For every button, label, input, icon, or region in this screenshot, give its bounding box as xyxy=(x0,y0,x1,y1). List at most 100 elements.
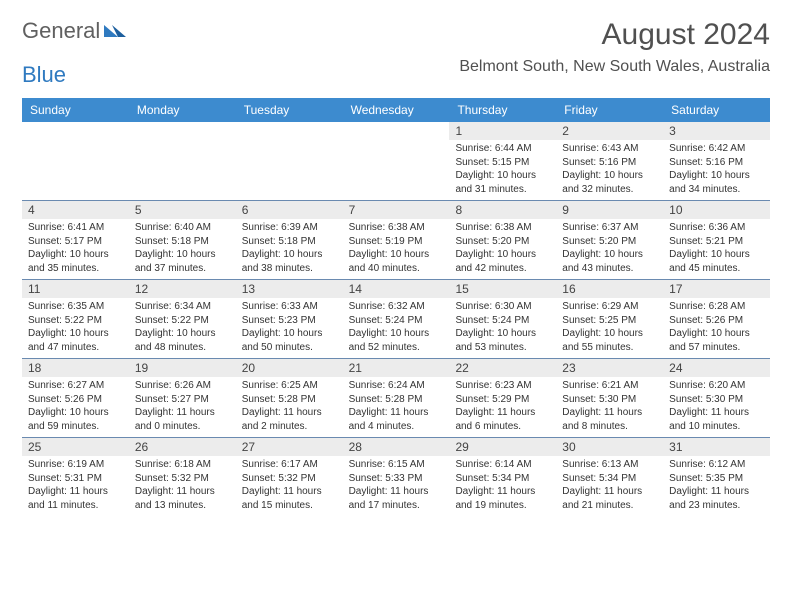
day-data: Sunrise: 6:32 AMSunset: 5:24 PMDaylight:… xyxy=(343,298,450,358)
day-number: 8 xyxy=(449,201,556,219)
day-number: 30 xyxy=(556,438,663,456)
day-cell xyxy=(236,122,343,200)
day-cell: 19Sunrise: 6:26 AMSunset: 5:27 PMDayligh… xyxy=(129,359,236,437)
day-number: 25 xyxy=(22,438,129,456)
day-data: Sunrise: 6:19 AMSunset: 5:31 PMDaylight:… xyxy=(22,456,129,516)
day-number xyxy=(343,122,450,140)
day-data: Sunrise: 6:36 AMSunset: 5:21 PMDaylight:… xyxy=(663,219,770,279)
calendar: SundayMondayTuesdayWednesdayThursdayFrid… xyxy=(22,98,770,516)
day-header: Tuesday xyxy=(236,98,343,122)
day-number: 7 xyxy=(343,201,450,219)
day-number: 22 xyxy=(449,359,556,377)
day-data: Sunrise: 6:21 AMSunset: 5:30 PMDaylight:… xyxy=(556,377,663,437)
day-number: 26 xyxy=(129,438,236,456)
day-data: Sunrise: 6:27 AMSunset: 5:26 PMDaylight:… xyxy=(22,377,129,437)
day-cell: 9Sunrise: 6:37 AMSunset: 5:20 PMDaylight… xyxy=(556,201,663,279)
day-cell: 13Sunrise: 6:33 AMSunset: 5:23 PMDayligh… xyxy=(236,280,343,358)
day-cell: 27Sunrise: 6:17 AMSunset: 5:32 PMDayligh… xyxy=(236,438,343,516)
day-cell: 25Sunrise: 6:19 AMSunset: 5:31 PMDayligh… xyxy=(22,438,129,516)
day-data: Sunrise: 6:25 AMSunset: 5:28 PMDaylight:… xyxy=(236,377,343,437)
day-number: 17 xyxy=(663,280,770,298)
day-cell: 14Sunrise: 6:32 AMSunset: 5:24 PMDayligh… xyxy=(343,280,450,358)
day-number: 10 xyxy=(663,201,770,219)
day-data: Sunrise: 6:41 AMSunset: 5:17 PMDaylight:… xyxy=(22,219,129,279)
day-number xyxy=(236,122,343,140)
day-cell: 24Sunrise: 6:20 AMSunset: 5:30 PMDayligh… xyxy=(663,359,770,437)
day-number: 31 xyxy=(663,438,770,456)
day-cell: 7Sunrise: 6:38 AMSunset: 5:19 PMDaylight… xyxy=(343,201,450,279)
day-data: Sunrise: 6:38 AMSunset: 5:20 PMDaylight:… xyxy=(449,219,556,279)
brand-logo: General xyxy=(22,18,128,44)
day-number xyxy=(129,122,236,140)
day-number: 28 xyxy=(343,438,450,456)
day-number: 15 xyxy=(449,280,556,298)
calendar-body: 1Sunrise: 6:44 AMSunset: 5:15 PMDaylight… xyxy=(22,122,770,516)
day-number: 21 xyxy=(343,359,450,377)
day-cell: 29Sunrise: 6:14 AMSunset: 5:34 PMDayligh… xyxy=(449,438,556,516)
day-header: Sunday xyxy=(22,98,129,122)
day-data: Sunrise: 6:14 AMSunset: 5:34 PMDaylight:… xyxy=(449,456,556,516)
day-data: Sunrise: 6:44 AMSunset: 5:15 PMDaylight:… xyxy=(449,140,556,200)
day-cell: 6Sunrise: 6:39 AMSunset: 5:18 PMDaylight… xyxy=(236,201,343,279)
day-data: Sunrise: 6:42 AMSunset: 5:16 PMDaylight:… xyxy=(663,140,770,200)
day-number: 14 xyxy=(343,280,450,298)
day-number: 5 xyxy=(129,201,236,219)
calendar-week: 11Sunrise: 6:35 AMSunset: 5:22 PMDayligh… xyxy=(22,280,770,359)
title-block: August 2024 Belmont South, New South Wal… xyxy=(459,18,770,76)
day-header: Saturday xyxy=(663,98,770,122)
day-header: Wednesday xyxy=(343,98,450,122)
day-data: Sunrise: 6:23 AMSunset: 5:29 PMDaylight:… xyxy=(449,377,556,437)
month-title: August 2024 xyxy=(459,18,770,52)
day-data: Sunrise: 6:34 AMSunset: 5:22 PMDaylight:… xyxy=(129,298,236,358)
day-number: 23 xyxy=(556,359,663,377)
day-number: 1 xyxy=(449,122,556,140)
day-header: Monday xyxy=(129,98,236,122)
day-header: Thursday xyxy=(449,98,556,122)
day-data: Sunrise: 6:29 AMSunset: 5:25 PMDaylight:… xyxy=(556,298,663,358)
day-data: Sunrise: 6:18 AMSunset: 5:32 PMDaylight:… xyxy=(129,456,236,516)
day-data: Sunrise: 6:30 AMSunset: 5:24 PMDaylight:… xyxy=(449,298,556,358)
day-cell: 30Sunrise: 6:13 AMSunset: 5:34 PMDayligh… xyxy=(556,438,663,516)
day-data: Sunrise: 6:40 AMSunset: 5:18 PMDaylight:… xyxy=(129,219,236,279)
day-cell: 1Sunrise: 6:44 AMSunset: 5:15 PMDaylight… xyxy=(449,122,556,200)
day-number: 24 xyxy=(663,359,770,377)
day-number: 29 xyxy=(449,438,556,456)
day-number: 19 xyxy=(129,359,236,377)
day-data: Sunrise: 6:28 AMSunset: 5:26 PMDaylight:… xyxy=(663,298,770,358)
day-cell: 16Sunrise: 6:29 AMSunset: 5:25 PMDayligh… xyxy=(556,280,663,358)
day-cell: 26Sunrise: 6:18 AMSunset: 5:32 PMDayligh… xyxy=(129,438,236,516)
location-text: Belmont South, New South Wales, Australi… xyxy=(459,58,770,76)
day-number: 3 xyxy=(663,122,770,140)
day-cell: 2Sunrise: 6:43 AMSunset: 5:16 PMDaylight… xyxy=(556,122,663,200)
day-data: Sunrise: 6:33 AMSunset: 5:23 PMDaylight:… xyxy=(236,298,343,358)
day-number: 2 xyxy=(556,122,663,140)
day-number: 20 xyxy=(236,359,343,377)
day-cell: 5Sunrise: 6:40 AMSunset: 5:18 PMDaylight… xyxy=(129,201,236,279)
day-number: 18 xyxy=(22,359,129,377)
calendar-week: 18Sunrise: 6:27 AMSunset: 5:26 PMDayligh… xyxy=(22,359,770,438)
day-cell: 20Sunrise: 6:25 AMSunset: 5:28 PMDayligh… xyxy=(236,359,343,437)
day-cell xyxy=(343,122,450,200)
day-number: 16 xyxy=(556,280,663,298)
day-number: 27 xyxy=(236,438,343,456)
day-data: Sunrise: 6:26 AMSunset: 5:27 PMDaylight:… xyxy=(129,377,236,437)
day-cell xyxy=(22,122,129,200)
day-cell: 3Sunrise: 6:42 AMSunset: 5:16 PMDaylight… xyxy=(663,122,770,200)
day-cell: 12Sunrise: 6:34 AMSunset: 5:22 PMDayligh… xyxy=(129,280,236,358)
day-cell: 4Sunrise: 6:41 AMSunset: 5:17 PMDaylight… xyxy=(22,201,129,279)
day-cell: 23Sunrise: 6:21 AMSunset: 5:30 PMDayligh… xyxy=(556,359,663,437)
day-cell: 10Sunrise: 6:36 AMSunset: 5:21 PMDayligh… xyxy=(663,201,770,279)
day-cell: 31Sunrise: 6:12 AMSunset: 5:35 PMDayligh… xyxy=(663,438,770,516)
brand-part1: General xyxy=(22,18,100,44)
day-data: Sunrise: 6:37 AMSunset: 5:20 PMDaylight:… xyxy=(556,219,663,279)
day-data: Sunrise: 6:17 AMSunset: 5:32 PMDaylight:… xyxy=(236,456,343,516)
day-number: 12 xyxy=(129,280,236,298)
day-data: Sunrise: 6:12 AMSunset: 5:35 PMDaylight:… xyxy=(663,456,770,516)
day-cell: 21Sunrise: 6:24 AMSunset: 5:28 PMDayligh… xyxy=(343,359,450,437)
day-cell: 22Sunrise: 6:23 AMSunset: 5:29 PMDayligh… xyxy=(449,359,556,437)
day-number: 11 xyxy=(22,280,129,298)
day-data: Sunrise: 6:43 AMSunset: 5:16 PMDaylight:… xyxy=(556,140,663,200)
day-data: Sunrise: 6:24 AMSunset: 5:28 PMDaylight:… xyxy=(343,377,450,437)
day-number: 13 xyxy=(236,280,343,298)
day-cell: 17Sunrise: 6:28 AMSunset: 5:26 PMDayligh… xyxy=(663,280,770,358)
